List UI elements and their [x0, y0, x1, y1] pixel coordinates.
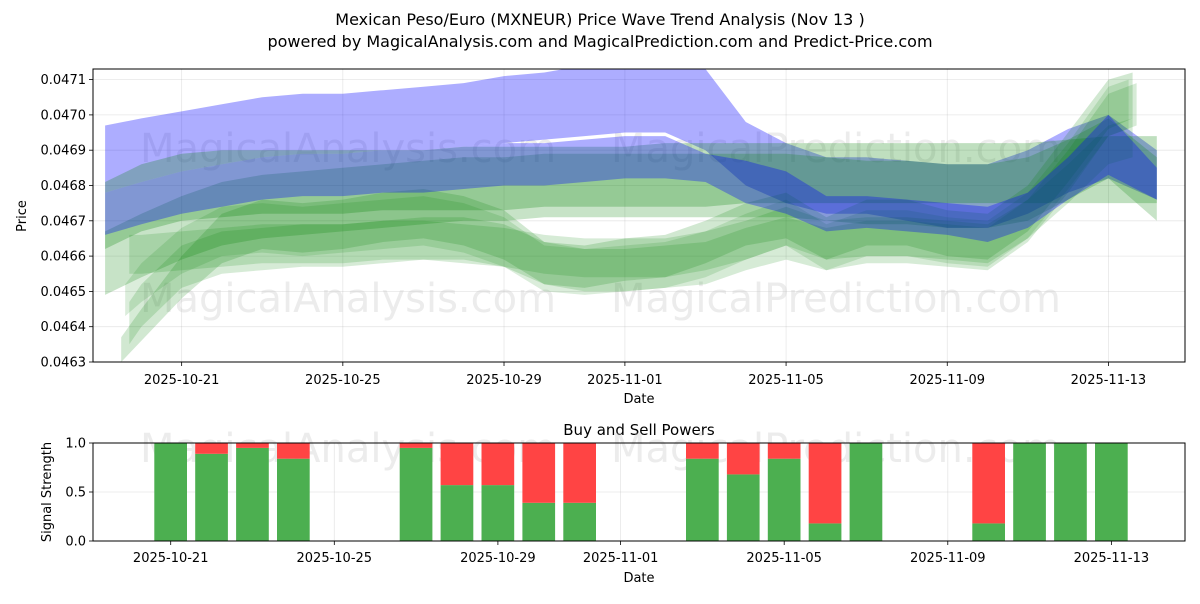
- price-wave-plot: MagicalAnalysis.com MagicalPrediction.co…: [15, 68, 1186, 407]
- main-y-tick-label: 0.0469: [41, 144, 87, 159]
- sub-x-tick-label: 2025-11-09: [910, 551, 986, 566]
- sell-power-bar: [440, 443, 474, 486]
- sub-x-tick-label: 2025-11-05: [746, 551, 822, 566]
- buy-power-bar: [195, 453, 228, 541]
- sub-y-tick-label: 1.0: [65, 437, 86, 452]
- wave-band-blue-wave-upper: [105, 69, 1157, 228]
- sell-power-bar: [563, 443, 596, 503]
- main-x-ticks: 2025-10-21 2025-10-25 2025-10-29 2025-11-01…: [144, 362, 1146, 388]
- buy-sell-title: Buy and Sell Powers: [563, 421, 715, 439]
- buy-power-bar: [481, 485, 515, 541]
- buy-power-bar: [1054, 443, 1087, 541]
- main-x-tick-label: 2025-11-01: [587, 373, 663, 388]
- buy-power-bar: [972, 523, 1005, 541]
- main-x-axis-label: Date: [623, 392, 654, 407]
- buy-power-bar: [808, 523, 842, 541]
- buy-power-bar: [767, 458, 801, 541]
- sell-power-bar: [686, 443, 719, 459]
- buy-power-bar: [236, 447, 269, 541]
- wave-band-green-wave-3: [121, 72, 1133, 362]
- sell-power-bar: [195, 443, 228, 454]
- main-plot-frame: [92, 68, 1186, 363]
- main-y-tick-label: 0.0468: [41, 179, 87, 194]
- sub-x-tick-label: 2025-11-13: [1074, 551, 1150, 566]
- sell-power-bar: [972, 443, 1005, 524]
- wave-band-green-wave-6: [125, 79, 1129, 317]
- wave-band-blue-wave-lower: [105, 114, 1157, 242]
- main-x-tick-label: 2025-11-05: [748, 373, 824, 388]
- sell-power-bar: [236, 443, 269, 448]
- buy-power-bar: [726, 474, 760, 541]
- main-y-tick-label: 0.0463: [41, 356, 87, 371]
- buy-sell-y-axis-label: Signal Strength: [40, 442, 55, 542]
- main-x-tick-label: 2025-11-09: [909, 373, 985, 388]
- main-y-tick-label: 0.0466: [41, 250, 87, 265]
- buy-power-bar: [849, 443, 883, 541]
- buy-sell-x-axis-label: Date: [623, 571, 654, 586]
- watermark-magicalprediction-top: MagicalPrediction.com: [611, 126, 1061, 172]
- buy-sell-plot: Buy and Sell Powers MagicalAnalysis.com …: [40, 421, 1186, 586]
- main-y-axis-label: Price: [15, 200, 30, 232]
- sub-x-tick-label: 2025-10-25: [297, 551, 373, 566]
- main-x-tick-label: 2025-10-25: [305, 373, 381, 388]
- wave-band-green-wave-1: [105, 136, 1157, 249]
- watermark-magicalprediction-bottom: MagicalPrediction.com: [611, 276, 1061, 322]
- buy-power-bar: [563, 502, 596, 541]
- buy-power-bar: [1095, 443, 1128, 541]
- main-chart-subtitle: powered by MagicalAnalysis.com and Magic…: [267, 32, 932, 51]
- sell-power-bar: [808, 443, 842, 524]
- main-y-tick-label: 0.0465: [41, 285, 87, 300]
- sell-power-bar: [522, 443, 556, 503]
- watermark-magicalanalysis-top: MagicalAnalysis.com: [140, 126, 556, 172]
- buy-power-bar: [277, 458, 310, 541]
- buy-power-bar: [1013, 443, 1046, 541]
- sub-x-tick-label: 2025-10-21: [133, 551, 209, 566]
- sell-power-bar: [399, 443, 433, 448]
- wave-band-green-wave-2: [105, 118, 1157, 295]
- wave-band-green-wave-5: [129, 118, 1133, 278]
- buy-sell-bars: [154, 443, 1128, 541]
- watermark-magicalanalysis-bottom: MagicalAnalysis.com: [140, 276, 556, 322]
- buy-power-bar: [154, 443, 187, 541]
- buy-sell-y-ticks: 0.0 0.5 1.0: [65, 437, 93, 550]
- buy-power-bar: [522, 502, 556, 541]
- main-y-ticks: 0.0463 0.0464 0.0465 0.0466 0.0467 0.0468 0.04…: [41, 73, 93, 371]
- buy-power-bar: [686, 458, 719, 541]
- sell-power-bar: [726, 443, 760, 475]
- main-x-tick-label: 2025-10-21: [144, 373, 220, 388]
- main-y-tick-label: 0.0464: [41, 320, 87, 335]
- sub-x-tick-label: 2025-10-29: [460, 551, 536, 566]
- main-x-tick-label: 2025-10-29: [466, 373, 542, 388]
- buy-power-bar: [399, 447, 433, 541]
- sub-y-tick-label: 0.5: [65, 486, 86, 501]
- buy-sell-x-ticks: 2025-10-21 2025-10-25 2025-10-29 2025-11-01…: [133, 541, 1149, 566]
- main-chart-title: Mexican Peso/Euro (MXNEUR) Price Wave Tr…: [335, 10, 864, 29]
- main-y-tick-label: 0.0470: [41, 108, 87, 123]
- main-y-tick-label: 0.0471: [41, 73, 87, 88]
- buy-power-bar: [440, 485, 474, 541]
- sell-power-bar: [277, 443, 310, 459]
- sell-power-bar: [767, 443, 801, 459]
- main-y-tick-label: 0.0467: [41, 214, 87, 229]
- sub-y-tick-label: 0.0: [65, 535, 86, 550]
- main-x-tick-label: 2025-11-13: [1071, 373, 1147, 388]
- price-wave-bands: [105, 69, 1157, 362]
- sell-power-bar: [481, 443, 515, 486]
- sub-x-tick-label: 2025-11-01: [583, 551, 659, 566]
